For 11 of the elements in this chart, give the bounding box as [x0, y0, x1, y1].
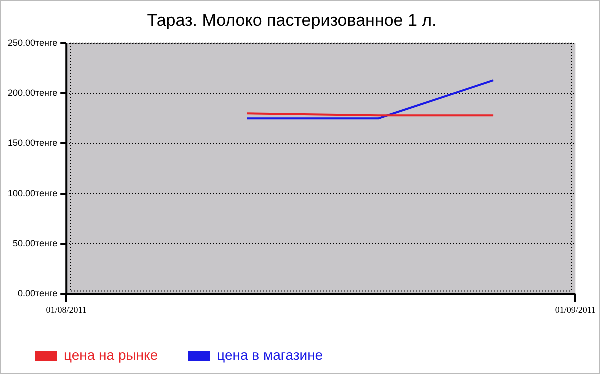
y-tick-label: 100.00тенге [8, 188, 58, 198]
y-tick-label: 250.00тенге [8, 38, 58, 48]
legend-label: цена в магазине [217, 346, 324, 363]
legend-label: цена на рынке [64, 346, 158, 363]
y-tick-label: 0.00тенге [18, 288, 58, 299]
y-tick-label: 200.00тенге [8, 88, 58, 98]
y-tick-label: 50.00тенге [13, 238, 58, 249]
y-tick-label: 150.00тенге [8, 138, 58, 148]
x-tick-label: 01/08/2011 [46, 304, 87, 315]
x-tick-label: 01/09/2011 [555, 304, 596, 315]
chart-title: Тараз. Молоко пастеризованное 1 л. [147, 10, 437, 30]
